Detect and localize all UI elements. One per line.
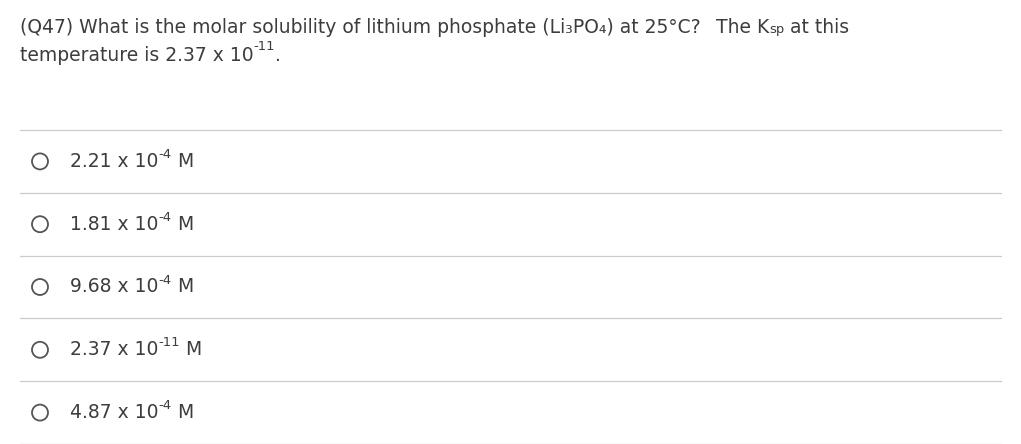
Text: 1.81 x 10: 1.81 x 10 [70,215,158,234]
Text: 2.21 x 10: 2.21 x 10 [70,152,158,171]
Text: -11: -11 [158,336,180,349]
Text: M: M [172,403,194,422]
Text: M: M [172,152,194,171]
Text: M: M [172,278,194,297]
Text: 2.37 x 10: 2.37 x 10 [70,340,158,359]
Text: 9.68 x 10: 9.68 x 10 [70,278,158,297]
Text: -4: -4 [158,399,172,412]
Text: -4: -4 [158,211,172,224]
Text: M: M [180,340,202,359]
Text: M: M [172,215,194,234]
Text: at this: at this [784,18,849,37]
Text: sp: sp [769,23,784,36]
Text: -4: -4 [158,274,172,286]
Text: .: . [275,46,281,65]
Text: -4: -4 [158,148,172,161]
Text: 4.87 x 10: 4.87 x 10 [70,403,158,422]
Text: -11: -11 [253,40,275,53]
Text: (Q47) What is the molar solubility of lithium phosphate (Li₃PO₄) at 25°C?  The K: (Q47) What is the molar solubility of li… [20,18,769,37]
Text: temperature is 2.37 x 10: temperature is 2.37 x 10 [20,46,253,65]
